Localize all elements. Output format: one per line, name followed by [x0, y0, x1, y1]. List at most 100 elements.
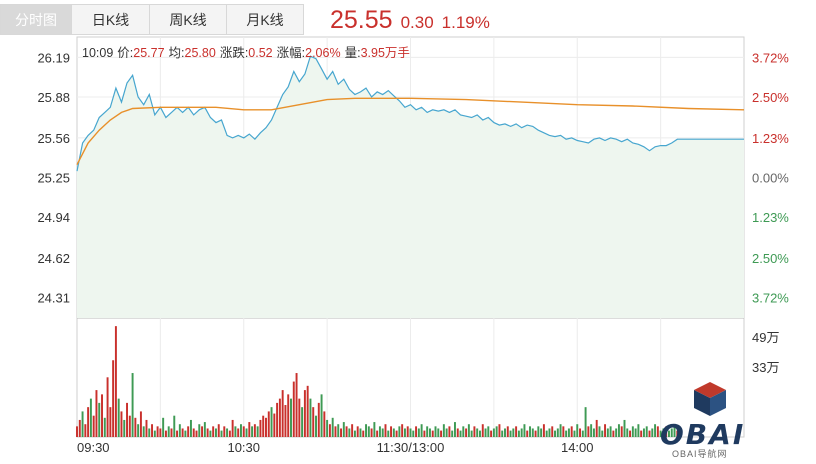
- volume-bar: [251, 426, 254, 437]
- volume-bar: [106, 377, 109, 437]
- tab-monthly-k[interactable]: 月K线: [227, 4, 304, 35]
- volume-bar: [465, 428, 468, 437]
- volume-bar: [531, 428, 534, 437]
- volume-bar: [142, 426, 145, 437]
- volume-bar: [401, 424, 404, 437]
- volume-bar: [362, 430, 365, 437]
- volume-bar: [89, 398, 92, 437]
- volume-bar: [459, 430, 462, 437]
- volume-bar: [373, 422, 376, 437]
- volume-bar: [223, 426, 226, 437]
- volume-bar: [351, 424, 354, 437]
- volume-bar: [606, 428, 609, 437]
- volume-bar: [529, 426, 531, 437]
- y-tick-label: 24.31: [37, 291, 70, 306]
- volume-bar: [309, 398, 312, 437]
- volume-bar: [148, 428, 151, 437]
- volume-bar: [328, 424, 331, 437]
- percent-tick-label: 3.72%: [752, 50, 789, 65]
- volume-bar: [101, 394, 103, 437]
- volume-bar: [265, 417, 267, 437]
- volume-bar: [242, 426, 245, 437]
- crosshair-info: 10:09 价:25.77 均:25.80 涨跌:0.52 涨幅:2.06% 量:3.95…: [82, 42, 410, 61]
- volume-bar: [128, 415, 131, 437]
- volume-bar: [642, 428, 645, 437]
- volume-bar: [384, 424, 387, 437]
- average-line: [76, 97, 745, 166]
- info-change-label: 涨跌:: [219, 46, 249, 60]
- volume-bar: [306, 385, 309, 437]
- volume-bar: [84, 424, 87, 437]
- info-price: 25.77: [133, 46, 165, 60]
- volume-bar: [126, 402, 128, 437]
- volume-bar: [212, 426, 215, 437]
- volume-bar: [95, 390, 98, 437]
- volume-bar: [445, 428, 448, 437]
- volume-bar: [456, 428, 459, 437]
- volume-bar: [167, 426, 170, 437]
- percent-tick-label: 1.23%: [752, 210, 789, 225]
- volume-bar: [487, 426, 490, 437]
- volume-bar: [226, 428, 229, 437]
- volume-bar: [187, 426, 190, 437]
- volume-bar: [356, 426, 359, 437]
- volume-bar: [495, 426, 498, 437]
- volume-bar: [381, 428, 384, 437]
- percent-tick-label: 2.50%: [752, 251, 789, 266]
- volume-bar: [406, 426, 409, 437]
- tab-daily-k[interactable]: 日K线: [72, 4, 150, 35]
- volume-bar: [92, 415, 95, 437]
- volume-bar: [189, 419, 192, 437]
- price-change-percent: 1.19%: [441, 13, 490, 32]
- logo-subtext: OBAI导航网: [672, 449, 728, 459]
- volume-bar: [420, 424, 423, 437]
- info-pct-label: 涨幅:: [276, 46, 306, 60]
- volume-bar: [670, 428, 673, 437]
- tab-weekly-k[interactable]: 周K线: [150, 4, 227, 35]
- volume-bar: [184, 430, 187, 437]
- volume-bar: [490, 430, 493, 437]
- volume-bar: [423, 430, 426, 437]
- volume-bar: [656, 426, 659, 437]
- info-avg-label: 均:: [168, 46, 185, 60]
- volume-bar: [526, 430, 529, 437]
- volume-tick-label: 49万: [752, 330, 779, 345]
- volume-bar: [537, 426, 540, 437]
- volume-bar: [353, 430, 356, 437]
- volume-bar: [103, 417, 106, 437]
- volume-bar: [415, 426, 418, 437]
- volume-bar: [192, 428, 195, 437]
- volume-bar: [278, 398, 281, 437]
- info-volume-label: 量:: [344, 46, 361, 60]
- volume-bar: [198, 424, 201, 437]
- volume-bar: [617, 424, 620, 437]
- volume-bar: [479, 430, 481, 437]
- volume-bar: [123, 419, 126, 437]
- volume-bar: [615, 428, 618, 437]
- volume-bar: [390, 426, 393, 437]
- obai-logo-icon: [694, 382, 726, 416]
- volume-bar: [312, 407, 315, 437]
- price-line: [76, 55, 744, 172]
- volume-bar: [209, 430, 212, 437]
- volume-bar: [256, 426, 259, 437]
- volume-bar: [156, 426, 159, 437]
- volume-bar: [665, 426, 668, 437]
- volume-bar: [453, 422, 456, 437]
- volume-bar: [534, 430, 537, 437]
- volume-bar: [595, 419, 598, 437]
- volume-bar: [331, 417, 334, 437]
- volume-bar: [498, 424, 501, 437]
- volume-bar: [559, 424, 562, 437]
- volume-bar: [403, 428, 406, 437]
- volume-bar: [162, 417, 165, 437]
- volume-bar: [281, 390, 284, 437]
- volume-bar: [78, 419, 81, 437]
- volume-bar: [137, 424, 140, 437]
- volume-bar: [562, 426, 565, 437]
- volume-bar: [620, 426, 623, 437]
- volume-bar: [576, 424, 579, 437]
- volume-bar: [253, 424, 256, 437]
- tab-timeshare[interactable]: 分时图: [0, 4, 72, 35]
